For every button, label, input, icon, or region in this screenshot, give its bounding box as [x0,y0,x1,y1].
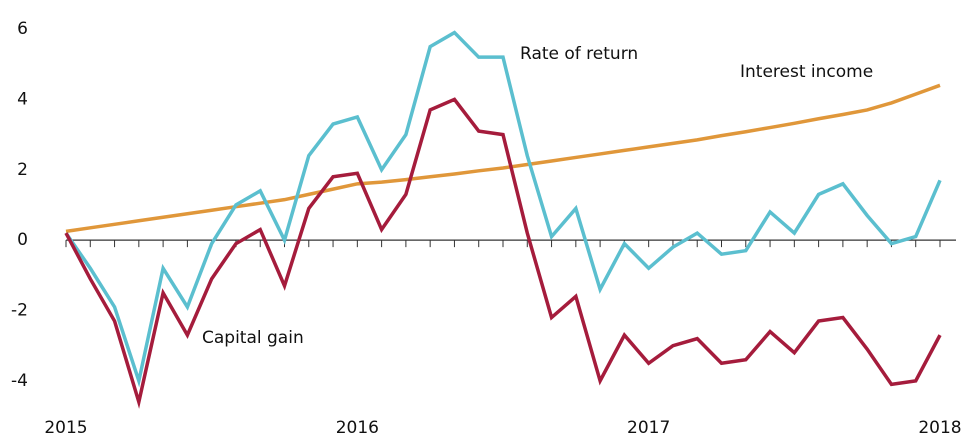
y-tick-label: 6 [17,19,28,39]
y-tick-label: 4 [17,89,28,109]
series-line [65,83,941,234]
y-tick-label: -4 [11,371,28,391]
y-tick-label: -2 [11,300,28,320]
x-tick-label: 2015 [44,418,87,438]
x-tick-label: 2016 [336,418,379,438]
y-tick-label: 0 [17,230,28,250]
series-label: Interest income [740,62,873,82]
x-tick-label: 2017 [627,418,670,438]
series-line [64,97,942,409]
series-label: Capital gain [202,328,304,348]
series-line [64,30,942,388]
y-tick-label: 2 [17,160,28,180]
series-label: Rate of return [520,44,638,64]
x-tick-label: 2018 [918,418,961,438]
